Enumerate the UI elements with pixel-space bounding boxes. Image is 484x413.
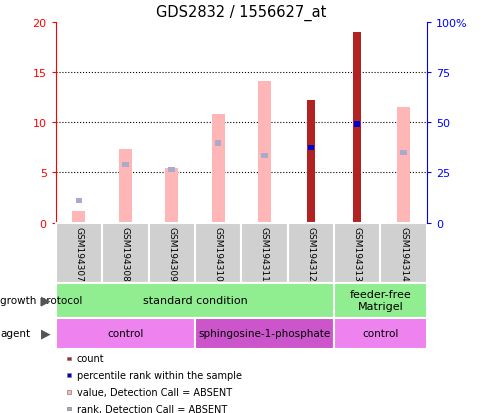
Text: feeder-free
Matrigel: feeder-free Matrigel: [349, 290, 410, 311]
Bar: [257, 82, 271, 223]
Bar: [102, 223, 148, 283]
Text: rank, Detection Call = ABSENT: rank, Detection Call = ABSENT: [77, 404, 227, 413]
Text: GSM194307: GSM194307: [75, 226, 83, 281]
Text: standard condition: standard condition: [142, 295, 247, 306]
Text: growth protocol: growth protocol: [0, 295, 82, 306]
Bar: [67, 390, 71, 394]
Text: control: control: [107, 328, 143, 339]
Bar: [333, 283, 426, 318]
Text: control: control: [362, 328, 398, 339]
Bar: [195, 318, 333, 349]
Bar: [261, 153, 267, 159]
Bar: [72, 211, 85, 223]
Bar: [333, 318, 426, 349]
Text: percentile rank within the sample: percentile rank within the sample: [77, 370, 242, 380]
Bar: [67, 406, 71, 411]
Text: ▶: ▶: [41, 327, 51, 340]
Text: GSM194313: GSM194313: [352, 226, 361, 281]
Bar: [214, 141, 221, 147]
Text: value, Detection Call = ABSENT: value, Detection Call = ABSENT: [77, 387, 232, 397]
Text: GSM194312: GSM194312: [306, 226, 315, 280]
Bar: [56, 283, 333, 318]
Bar: [76, 198, 82, 204]
Bar: [333, 223, 379, 283]
Title: GDS2832 / 1556627_at: GDS2832 / 1556627_at: [156, 5, 326, 21]
Text: ▶: ▶: [41, 294, 51, 307]
Bar: [195, 223, 241, 283]
Bar: [67, 357, 71, 361]
Bar: [306, 101, 315, 223]
Text: count: count: [77, 354, 105, 363]
Bar: [56, 223, 102, 283]
Bar: [168, 167, 175, 173]
Text: GSM194309: GSM194309: [167, 226, 176, 281]
Bar: [148, 223, 195, 283]
Bar: [399, 150, 406, 156]
Text: sphingosine-1-phosphate: sphingosine-1-phosphate: [198, 328, 330, 339]
Bar: [307, 145, 314, 151]
Bar: [353, 122, 360, 128]
Bar: [67, 373, 71, 377]
Bar: [122, 162, 128, 168]
Bar: [241, 223, 287, 283]
Bar: [352, 33, 361, 223]
Text: GSM194311: GSM194311: [259, 226, 269, 281]
Bar: [119, 150, 132, 223]
Bar: [165, 169, 178, 223]
Bar: [56, 318, 195, 349]
Bar: [287, 223, 333, 283]
Bar: [379, 223, 426, 283]
Text: GSM194310: GSM194310: [213, 226, 222, 281]
Text: GSM194314: GSM194314: [398, 226, 407, 280]
Text: GSM194308: GSM194308: [121, 226, 130, 281]
Bar: [396, 108, 409, 223]
Text: agent: agent: [0, 328, 30, 339]
Bar: [211, 115, 224, 223]
